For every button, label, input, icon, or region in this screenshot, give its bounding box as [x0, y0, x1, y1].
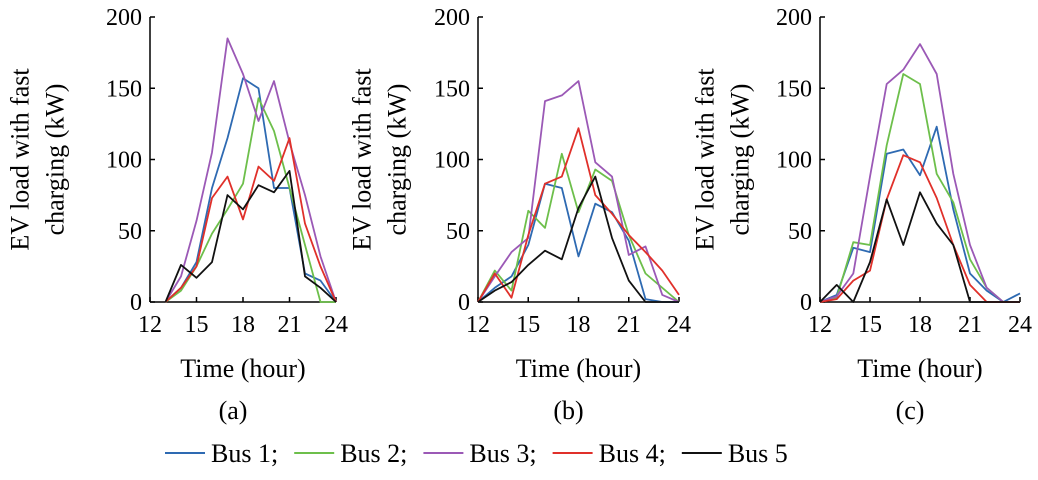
series-line-bus-5 — [164, 169, 337, 303]
x-axis-label: Time (hour) — [180, 354, 305, 383]
y-axis-label: charging (kW) — [41, 84, 70, 236]
series-line-bus-4 — [819, 154, 1020, 303]
legend-label: Bus 2 — [340, 439, 400, 468]
series-line-bus-3 — [164, 37, 337, 303]
legend-label: Bus 5 — [728, 439, 788, 468]
x-tick-label: 21 — [278, 312, 302, 338]
panel-label: (c) — [896, 396, 925, 425]
y-axis-label: EV load with fast — [348, 68, 377, 251]
legend-separator: ; — [400, 439, 407, 468]
x-axis-label: Time (hour) — [857, 354, 982, 383]
x-tick-label: 15 — [858, 312, 882, 338]
y-tick-label: 200 — [776, 5, 812, 31]
y-tick-label: 50 — [788, 219, 812, 245]
panel-label: (a) — [219, 396, 248, 425]
x-tick-label: 18 — [231, 312, 255, 338]
y-tick-label: 50 — [446, 219, 470, 245]
x-tick-label: 21 — [617, 312, 641, 338]
x-tick-label: 18 — [908, 312, 932, 338]
legend-item: Bus 5 — [681, 439, 788, 468]
y-axis-label: charging (kW) — [726, 84, 755, 236]
chart-panel-2: 0 50 100 150 200 12 15 18 21 24 Time (hour) EV load… — [348, 5, 692, 425]
y-tick-label: 150 — [776, 76, 812, 102]
legend-separator: ; — [529, 439, 536, 468]
x-axis-label: Time (hour) — [516, 354, 641, 383]
legend-item: Bus 3; — [423, 439, 537, 468]
series-line-bus-4 — [477, 127, 680, 303]
series-line-bus-1 — [477, 182, 679, 303]
legend-item: Bus 1; — [165, 439, 278, 468]
series-line-bus-2 — [819, 73, 1020, 303]
series-line-bus-1 — [164, 77, 337, 303]
y-tick-label: 100 — [106, 148, 142, 174]
legend: Bus 1; Bus 2; Bus 3; Bus 4; Bus 5 — [165, 439, 788, 468]
x-tick-label: 18 — [567, 312, 591, 338]
y-tick-label: 50 — [118, 219, 142, 245]
y-tick-label: 0 — [800, 290, 812, 316]
legend-label: Bus 3 — [469, 439, 529, 468]
y-tick-label: 0 — [130, 290, 142, 316]
y-tick-label: 150 — [434, 76, 470, 102]
series-line-bus-3 — [477, 80, 680, 303]
y-axis-label: EV load with fast — [691, 68, 720, 251]
x-tick-label: 24 — [324, 312, 348, 338]
legend-label: Bus 1 — [211, 439, 271, 468]
y-tick-label: 100 — [434, 148, 470, 174]
y-tick-label: 200 — [434, 5, 470, 31]
series-line-bus-1 — [819, 125, 1021, 303]
chart-panel-3: 0 50 100 150 200 12 15 18 21 24 Time (hour) EV load… — [691, 5, 1033, 425]
x-tick-label: 21 — [958, 312, 982, 338]
series-line-bus-5 — [819, 191, 1020, 303]
legend-separator: ; — [659, 439, 666, 468]
legend-item: Bus 2; — [294, 439, 407, 468]
series-line-bus-2 — [477, 152, 680, 303]
legend-separator: ; — [271, 439, 278, 468]
x-tick-label: 12 — [466, 312, 490, 338]
series-line-bus-3 — [819, 43, 1020, 303]
legend-item: Bus 4; — [552, 439, 666, 468]
x-tick-label: 24 — [667, 312, 691, 338]
x-tick-label: 12 — [138, 312, 162, 338]
series-line-bus-4 — [164, 137, 337, 303]
x-tick-label: 15 — [516, 312, 540, 338]
y-tick-label: 100 — [776, 148, 812, 174]
panel-label: (b) — [553, 396, 583, 425]
chart-panel-1: 0 50 100 150 200 12 15 18 21 24 Time (hour) EV load… — [6, 5, 349, 425]
y-axis-label: EV load with fast — [6, 68, 35, 251]
x-tick-label: 24 — [1008, 312, 1032, 338]
series-line-bus-5 — [477, 175, 679, 303]
x-tick-label: 12 — [808, 312, 832, 338]
y-tick-label: 150 — [106, 76, 142, 102]
y-axis-label: charging (kW) — [383, 84, 412, 236]
x-tick-label: 15 — [185, 312, 209, 338]
y-tick-label: 0 — [458, 290, 470, 316]
legend-label: Bus 4 — [599, 439, 659, 468]
y-tick-label: 200 — [106, 5, 142, 31]
